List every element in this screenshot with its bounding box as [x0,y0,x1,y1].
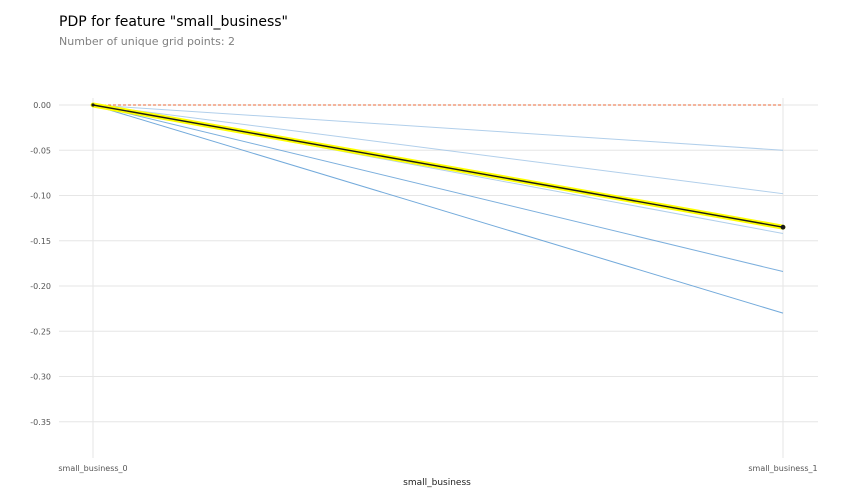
y-tick-label: 0.00 [33,101,51,110]
average-point [91,103,95,107]
x-tick-labels: small_business_0 small_business_1 [58,464,817,473]
y-tick-label: -0.20 [30,282,51,291]
y-grid-lines [59,104,818,423]
y-tick-labels: 0.00 -0.05 -0.10 -0.15 -0.20 -0.25 -0.30 -0.35 [30,101,51,427]
average-line [92,104,784,228]
y-tick-label: -0.35 [30,418,51,427]
average-point [780,224,786,230]
y-tick-label: -0.30 [30,373,51,382]
x-tick-label: small_business_1 [748,464,817,473]
ice-line [92,104,784,151]
y-tick-label: -0.25 [30,327,51,336]
y-tick-label: -0.15 [30,237,51,246]
chart-subtitle: Number of unique grid points: 2 [59,35,236,48]
average-line-group [90,102,786,230]
ice-line [92,104,784,273]
ice-line [92,104,784,195]
x-grid-lines [92,98,784,458]
y-tick-label: -0.05 [30,146,51,155]
ice-line [92,104,784,314]
chart-title: PDP for feature "small_business" [59,14,288,30]
x-axis-label: small_business [403,478,471,488]
y-tick-label: -0.10 [30,192,51,201]
x-tick-label: small_business_0 [58,464,127,473]
